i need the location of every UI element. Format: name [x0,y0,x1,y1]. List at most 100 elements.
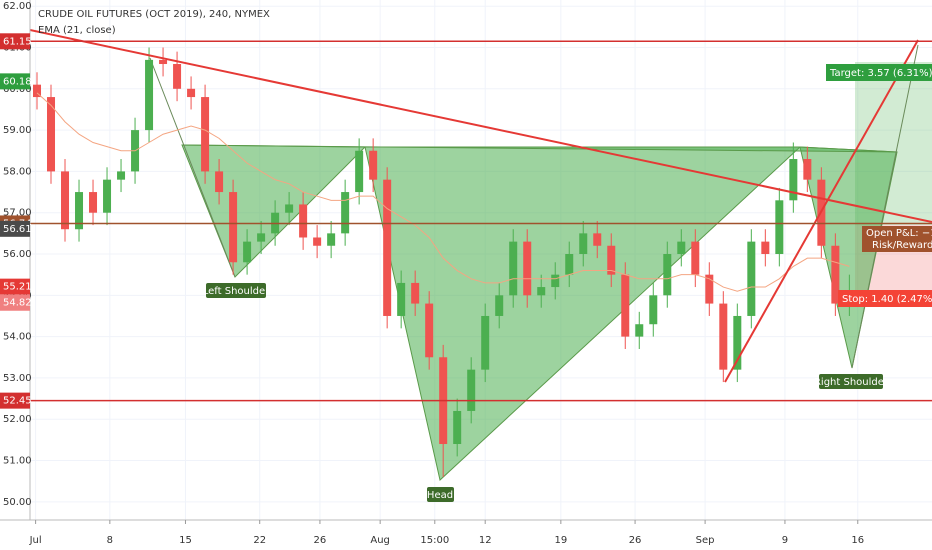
candle-body [187,88,196,98]
stop-box [838,290,932,307]
y-tick-label: 51.00 [3,456,32,467]
candle-body [285,204,294,213]
candle-body [467,369,476,411]
rr-label: Risk/Reward Ra [872,240,932,251]
trend-line [30,29,932,223]
candle-body [663,254,672,296]
y-tick-label: 57.00 [3,208,32,219]
y-tick-label: 59.00 [3,125,32,136]
candle-body [719,303,728,370]
x-tick-label: Sep [696,535,715,546]
candle-body [341,192,350,234]
position-labels: Target: 3.57 (6.31%) 357 Open P&L: −1.79… [826,64,932,307]
candle-body [551,274,560,288]
pnl-box [862,226,932,252]
candle-body [103,179,112,213]
candle-body [327,233,336,246]
candle-body [705,274,714,304]
candle-body [201,97,210,172]
candle-body [383,179,392,316]
candle-body [61,171,70,230]
candle-body [89,192,98,213]
candle-body [523,241,532,296]
candle-body [453,410,462,445]
x-tick-label: Jul [29,535,42,546]
candle-body [257,233,266,242]
x-tick-label: 12 [479,535,492,546]
candle-body [761,241,770,255]
candle-body [411,282,420,304]
price-label: 56.61 [3,224,32,235]
price-label: 55.21 [3,282,32,293]
candle-body [397,282,406,316]
price-label: 52.45 [3,396,32,407]
candle-body [159,59,168,65]
candles [33,47,854,478]
y-tick-label: 56.00 [3,249,32,260]
candle-body [677,241,686,255]
price-label: 61.15 [3,36,32,47]
candle-body [537,287,546,296]
candle-body [33,84,42,98]
x-tick-label: 8 [107,535,113,546]
candle-body [803,159,812,180]
chart-title: CRUDE OIL FUTURES (OCT 2019), 240, NYMEX [38,9,270,20]
candle-body [313,237,322,246]
candle-body [649,295,658,325]
ema-line [36,92,850,292]
candle-body [495,295,504,316]
x-tick-label: 15 [179,535,192,546]
price-label-box [0,278,30,295]
y-tick-label: 50.00 [3,497,32,508]
x-tick-label: 22 [253,535,266,546]
y-tick-label: 58.00 [3,166,32,177]
price-label-box [0,73,30,90]
y-tick-label: 53.00 [3,373,32,384]
horizontal-lines [30,40,932,402]
label-box [427,487,454,502]
candle-body [747,241,756,316]
x-tick-label: 26 [314,535,327,546]
y-tick-label: 54.00 [3,332,32,343]
candle-body [173,64,182,89]
candle-body [145,59,154,131]
candle-body [369,150,378,180]
candle-body [565,254,574,275]
axes: 50.0051.0052.0053.0054.0055.0056.0057.00… [0,1,864,546]
candle-body [775,200,784,255]
x-tick-label: 16 [851,535,864,546]
candle-body [733,315,742,370]
shoulder-leg [851,44,919,369]
candle-body [243,241,252,263]
candle-body [579,233,588,255]
candle-body [47,97,56,172]
price-label-box [0,294,30,311]
candle-body [831,245,840,304]
candle-body [691,241,700,275]
price-label: 60.18 [3,76,32,87]
x-tick-label: 19 [554,535,567,546]
trend-lines [30,29,932,383]
candle-body [117,171,126,180]
candle-body [215,171,224,193]
trend-line [724,39,919,383]
target-box [826,64,932,81]
candle-body [593,233,602,246]
pattern-label: Right Shoulder [814,377,889,388]
price-label-box [0,220,30,237]
candle-body [607,245,616,275]
pattern-label: Left Shoulder [203,286,270,297]
candle-body [789,159,798,201]
candle-body [635,324,644,337]
candle-body [229,192,238,263]
pattern-label: Head [427,490,453,501]
pattern-labels: Left Shoulder Head Right Shoulder [203,283,889,502]
price-label: 54.82 [3,298,32,309]
neckline-band [181,144,898,153]
y-tick-label: 52.00 [3,414,32,425]
price-label-box [0,33,30,50]
candle-body [481,315,490,370]
label-box [819,374,883,389]
price-label-box [0,392,30,409]
